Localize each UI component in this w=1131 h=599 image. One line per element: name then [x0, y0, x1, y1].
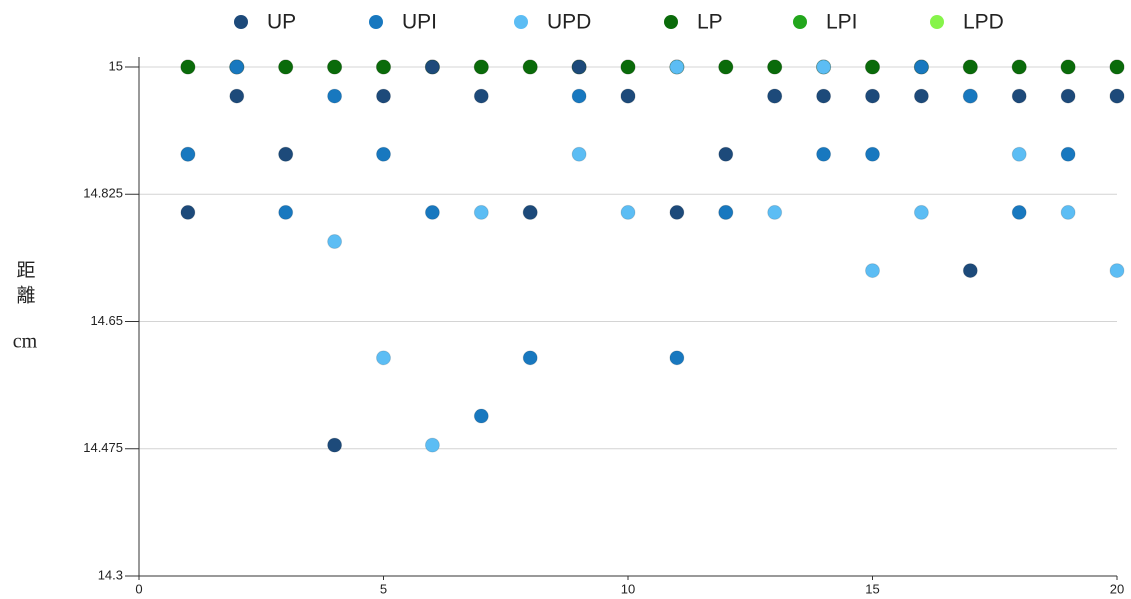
point [718, 204, 734, 220]
point [522, 204, 538, 220]
point [913, 88, 929, 104]
point [376, 88, 391, 104]
point [1060, 59, 1076, 75]
point [865, 88, 880, 104]
point [816, 146, 832, 162]
point [767, 88, 783, 104]
point [962, 59, 978, 75]
x-tick-label: 0 [135, 581, 142, 596]
point [1011, 88, 1027, 104]
y-tick-label: 14.3 [98, 567, 123, 582]
point [669, 204, 685, 220]
y-tick-label: 14.65 [90, 313, 123, 328]
point [180, 59, 196, 75]
point [767, 204, 783, 220]
point [473, 204, 489, 220]
point [1011, 59, 1027, 75]
point [1060, 88, 1076, 104]
point [278, 146, 294, 162]
y-axis-unit: cm [13, 331, 38, 353]
legend-marker [234, 15, 248, 29]
point [1011, 146, 1027, 162]
point [180, 146, 196, 162]
point [913, 59, 929, 75]
point [1060, 146, 1076, 162]
point [669, 350, 685, 366]
y-tick-label: 15 [109, 58, 123, 73]
point [424, 59, 440, 75]
point [816, 88, 832, 104]
point [327, 234, 343, 250]
x-tick-label: 15 [865, 581, 879, 596]
point [1011, 204, 1027, 220]
point [327, 88, 343, 104]
legend-label: UPI [402, 11, 437, 34]
y-tick-label: 14.475 [83, 440, 123, 455]
point [424, 204, 440, 220]
point [327, 59, 343, 75]
point [718, 59, 734, 75]
legend-marker [369, 15, 383, 29]
legend-label: UP [267, 11, 296, 34]
point [229, 59, 245, 75]
point [376, 350, 391, 366]
point [1109, 88, 1125, 104]
point [278, 59, 294, 75]
point [473, 88, 489, 104]
point [865, 146, 880, 162]
legend-label: LPD [963, 11, 1004, 34]
x-tick-label: 20 [1110, 581, 1124, 596]
x-tick-label: 5 [380, 581, 387, 596]
point [571, 146, 587, 162]
point [229, 88, 245, 104]
legend-label: LPI [826, 11, 858, 34]
point [571, 59, 587, 75]
point [571, 88, 587, 104]
x-tick-label: 10 [621, 581, 635, 596]
point [1109, 263, 1125, 279]
point [962, 88, 978, 104]
point [180, 204, 196, 220]
point [962, 263, 978, 279]
point [1060, 204, 1076, 220]
point [913, 204, 929, 220]
point [376, 59, 391, 75]
point [473, 59, 489, 75]
point [865, 263, 880, 279]
y-axis-label: 距離 [14, 260, 36, 310]
point [620, 88, 636, 104]
point [376, 146, 391, 162]
point [327, 437, 343, 453]
legend-label: LP [697, 11, 723, 34]
point [522, 59, 538, 75]
point [669, 59, 685, 75]
legend-marker [514, 15, 528, 29]
point [424, 437, 440, 453]
point [278, 204, 294, 220]
point [522, 350, 538, 366]
point [816, 59, 832, 75]
point [1109, 59, 1125, 75]
y-tick-label: 14.825 [83, 186, 123, 201]
point [718, 146, 734, 162]
point [473, 408, 489, 424]
point [865, 59, 880, 75]
point [620, 204, 636, 220]
legend-marker [930, 15, 944, 29]
legend-label: UPD [547, 11, 591, 34]
legend-marker [664, 15, 678, 29]
point [767, 59, 783, 75]
point [620, 59, 636, 75]
legend-marker [793, 15, 807, 29]
